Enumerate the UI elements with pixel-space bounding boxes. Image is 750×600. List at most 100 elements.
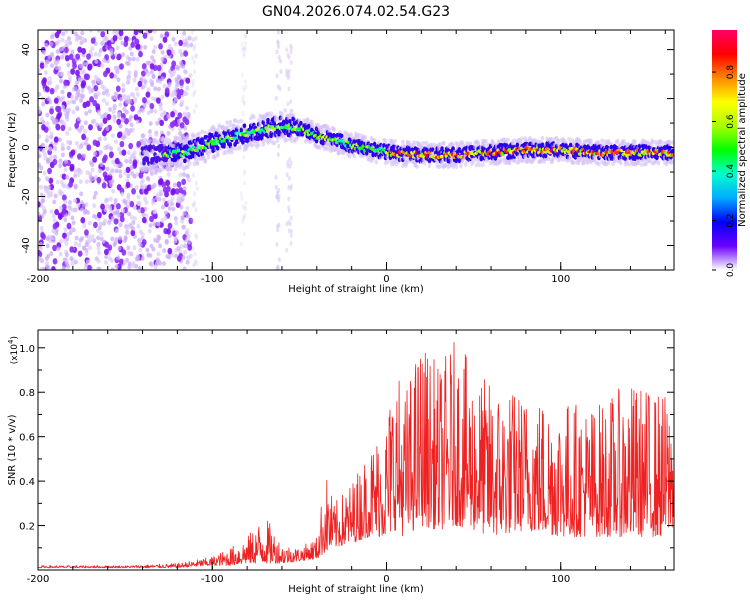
heatmap-noise-cell [85, 100, 91, 107]
heatmap-noise-cell [144, 200, 149, 205]
heatmap-noise-cell [147, 129, 152, 134]
heatmap-noise-cell [75, 69, 80, 77]
heatmap-noise-cell [61, 104, 66, 110]
heatmap-noise-cell [130, 229, 136, 237]
heatmap-noise-cell [132, 159, 138, 166]
heatmap-noise-cell [45, 243, 50, 249]
snr-plot-area [38, 342, 674, 569]
heatmap-noise-cell [138, 247, 143, 253]
heatmap-noise-cell [38, 201, 41, 208]
heatmap-noise-cell [97, 211, 102, 219]
heatmap-noise-cell [50, 34, 55, 40]
heatmap-noise-cell [114, 264, 119, 269]
heatmap-halo-cell [236, 119, 241, 125]
heatmap-band-cell [299, 120, 303, 126]
heatmap-noise-cell [79, 93, 84, 99]
heatmap-halo-cell [524, 138, 529, 143]
heatmap-streak-cell [193, 44, 197, 50]
heatmap-noise-cell [93, 190, 98, 196]
heatmap-noise-cell [114, 157, 120, 165]
heatmap-streak-cell [289, 241, 293, 247]
heatmap-noise-cell [60, 54, 65, 60]
heatmap-noise-cell [55, 59, 60, 65]
heatmap-noise-cell [105, 203, 110, 209]
heatmap-noise-cell [173, 97, 178, 102]
heatmap-noise-cell [139, 184, 144, 190]
heatmap-halo-cell [230, 150, 234, 155]
heatmap-noise-cell [162, 197, 167, 203]
heatmap-noise-cell [100, 203, 105, 210]
heatmap-halo-cell [463, 162, 468, 167]
snr-scale-note: (x104) [7, 336, 20, 364]
heatmap-streak-cell [287, 228, 291, 234]
heatmap-noise-cell [143, 196, 148, 202]
heatmap-noise-cell [122, 260, 127, 265]
heatmap-halo-cell [239, 118, 244, 124]
heatmap-halo-cell [633, 139, 637, 144]
heatmap-noise-cell [167, 82, 172, 87]
heatmap-streak-cell [277, 197, 281, 203]
x-tick-label: -100 [201, 274, 224, 285]
heatmap-halo-cell [550, 137, 554, 142]
heatmap-noise-cell [49, 209, 54, 215]
heatmap-band-cell [339, 133, 344, 139]
heatmap-core-cell [670, 153, 674, 157]
heatmap-noise-cell [38, 257, 43, 262]
heatmap-noise-cell [71, 109, 76, 115]
heatmap-noise-cell [139, 207, 145, 214]
heatmap-halo-cell [148, 138, 153, 143]
heatmap-halo-cell [289, 138, 294, 143]
heatmap-streak-cell [241, 45, 245, 51]
heatmap-noise-cell [171, 101, 176, 106]
heatmap-noise-cell [153, 86, 158, 92]
heatmap-noise-cell [182, 186, 187, 191]
heatmap-noise-cell [167, 199, 172, 205]
heatmap-noise-cell [159, 119, 165, 127]
heatmap-band-cell [216, 145, 220, 151]
heatmap-noise-cell [160, 218, 165, 223]
heatmap-halo-cell [195, 161, 200, 166]
heatmap-streak-cell [289, 215, 293, 221]
heatmap-noise-cell [118, 222, 123, 228]
heatmap-noise-cell [96, 245, 101, 251]
heatmap-noise-cell [90, 167, 95, 173]
heatmap-noise-cell [90, 234, 95, 239]
heatmap-noise-cell [114, 139, 119, 145]
heatmap-band-cell [140, 146, 145, 152]
x-tick-label: 0 [383, 574, 389, 585]
heatmap-noise-cell [145, 175, 150, 181]
heatmap-noise-cell [128, 142, 134, 150]
heatmap-noise-cell [55, 84, 60, 90]
heatmap-noise-cell [129, 122, 134, 128]
heatmap-noise-cell [58, 205, 63, 211]
heatmap-noise-cell [75, 35, 80, 41]
heatmap-noise-cell [137, 208, 142, 214]
heatmap-streak-cell [289, 60, 293, 66]
heatmap-noise-cell [40, 142, 45, 148]
heatmap-noise-cell [155, 120, 160, 126]
heatmap-noise-cell [82, 210, 87, 215]
heatmap-noise-cell [73, 173, 78, 179]
heatmap-streak-cell [242, 215, 246, 221]
heatmap-halo-cell [233, 118, 237, 123]
heatmap-streak-cell [286, 101, 290, 107]
heatmap-noise-cell [117, 111, 122, 117]
heatmap-noise-cell [102, 85, 107, 91]
heatmap-noise-cell [63, 79, 69, 86]
y-tick-label: 0.8 [19, 388, 35, 399]
heatmap-noise-cell [141, 239, 147, 246]
heatmap-noise-cell [125, 181, 131, 189]
heatmap-noise-cell [126, 76, 131, 82]
heatmap-noise-cell [162, 248, 167, 253]
heatmap-halo-cell [460, 140, 465, 145]
heatmap-streak-cell [193, 251, 197, 257]
heatmap-noise-cell [83, 129, 88, 134]
heatmap-halo-cell [352, 154, 357, 159]
colorbar-tick-label: 0.0 [726, 263, 736, 278]
heatmap-halo-cell [261, 139, 266, 144]
heatmap-noise-cell [162, 83, 167, 89]
heatmap-noise-cell [133, 73, 138, 79]
heatmap-halo-cell [597, 140, 601, 146]
heatmap-noise-cell [183, 50, 189, 57]
